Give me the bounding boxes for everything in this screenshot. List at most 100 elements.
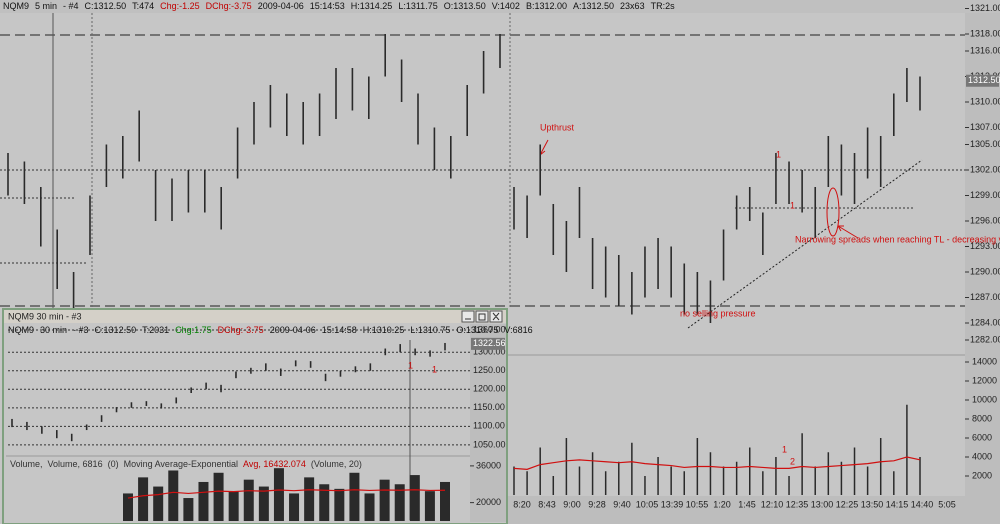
header-field: T:2031 (142, 325, 169, 335)
inner-axis-bg (470, 324, 506, 522)
y-tick-label: 1200.00 (473, 384, 506, 394)
header-field: TR:2s (651, 1, 676, 11)
header-field: T:474 (132, 1, 154, 11)
y-tick-label: 1296.00 (970, 215, 1000, 225)
inner-chart: NQM9 30 min - #3 C:1312.50 T:2031 Chg:1.75 DCh… (8, 324, 533, 521)
time-axis-bg (508, 496, 965, 524)
x-tick-label: 13:39 (661, 499, 684, 509)
header-field: A:1312.50 (573, 1, 614, 11)
y-tick-label: 1318.00 (970, 28, 1000, 38)
window-icons (465, 312, 500, 321)
header-field: O:1313.50 (444, 1, 486, 11)
header-field: V:1402 (492, 1, 520, 11)
y-tick-label: 1307.00 (970, 122, 1000, 132)
y-tick-label: 2000 (972, 470, 992, 480)
volume-caption: Volume, Volume, 6816 (0) Moving Average-Exp… (10, 459, 362, 469)
x-tick-label: 13:00 (811, 499, 834, 509)
y-tick-label: 1293.00 (970, 241, 1000, 251)
title-bar (4, 310, 506, 323)
header-field: O:1310.75 (456, 325, 498, 335)
price-axis-bg (965, 0, 1000, 524)
x-tick-label: 8:43 (538, 499, 556, 509)
y-tick-label: 36000 (476, 460, 501, 470)
annotation: 1 (782, 444, 787, 454)
caption-part: (0) (108, 459, 119, 469)
annotation: 2 (790, 456, 795, 466)
y-tick-label: 14000 (972, 356, 997, 366)
header-field: L:1310.75 (410, 325, 450, 335)
annotation: 1 (776, 149, 781, 159)
y-tick-label: 1287.00 (970, 292, 1000, 302)
header-field: V:6816 (504, 325, 532, 335)
x-tick-label: 8:20 (513, 499, 531, 509)
annotation: 1 (432, 364, 437, 374)
header-line: NQM9 5 min - #4 C:1312.50 T:474 Chg:-1.25 DChg… (3, 1, 675, 11)
header-field: H:1314.25 (351, 1, 393, 11)
volume-bar (349, 472, 360, 521)
last-price-box (966, 74, 999, 87)
last-price-label: 1312.50 (968, 75, 1000, 85)
y-tick-label: 4000 (972, 451, 992, 461)
volume-bar (153, 486, 164, 521)
volume-bar (319, 484, 330, 521)
volume-bar (213, 472, 224, 521)
x-tick-label: 10:05 (636, 499, 659, 509)
volume-bar (289, 493, 300, 521)
header-field: H:1310.25 (363, 325, 405, 335)
volume-bar (424, 491, 435, 521)
last-price-label: 1322.56 (473, 338, 506, 348)
x-tick-label: 1:45 (738, 499, 756, 509)
volume-bar (379, 479, 390, 521)
volume-bar (168, 470, 179, 521)
volume-bar (198, 481, 209, 521)
annotation: Upthrust (540, 122, 575, 132)
header-field: L:1311.75 (398, 1, 437, 11)
last-price-box (471, 337, 505, 350)
caption-part: Volume, 6816 (48, 459, 103, 469)
volume-bar (228, 491, 239, 521)
header-bar (0, 0, 1000, 13)
x-tick-label: 14:40 (911, 499, 934, 509)
y-tick-label: 1302.00 (970, 164, 1000, 174)
arrow (837, 225, 859, 239)
x-tick-label: 5:05 (938, 499, 956, 509)
volume-bar (123, 493, 133, 521)
header-field: C:1312.50 (95, 325, 137, 335)
y-tick-label: 1100.00 (473, 421, 505, 431)
volume-bar (273, 468, 284, 521)
caption-part: Volume, (10, 459, 43, 469)
maximize-button[interactable] (475, 310, 489, 323)
x-tick-label: 9:00 (563, 499, 581, 509)
y-tick-label: 1299.00 (970, 190, 1000, 200)
annotation: Narrowing spreads when reaching TL - dec… (795, 234, 1000, 244)
y-tick-label: 1050.00 (473, 439, 506, 449)
x-tick-label: 1:20 (713, 499, 731, 509)
header-field: 15:14:53 (310, 1, 345, 11)
annotation: 1 (408, 360, 413, 370)
y-tick-label: 6000 (972, 432, 992, 442)
caption-part: Avg, 16432.074 (243, 459, 306, 469)
header-field: 15:14:58 (322, 325, 357, 335)
volume-bar (394, 484, 405, 521)
x-tick-label: 13:50 (861, 499, 884, 509)
caption-part: (Volume, 20) (311, 459, 362, 469)
y-tick-label: 20000 (476, 497, 501, 507)
window-title: NQM9 30 min - #3 (8, 311, 82, 321)
volume-bar (258, 486, 269, 521)
volume-bar (304, 477, 315, 521)
minimize-button[interactable] (461, 310, 475, 323)
y-tick-label: 1150.00 (473, 402, 505, 412)
volume-bar (364, 493, 375, 521)
header-field: NQM9 (3, 1, 29, 11)
y-tick-label: 1282.00 (970, 334, 1000, 344)
header-field: 2009-04-06 (258, 1, 304, 11)
window-frame (2, 308, 508, 524)
y-tick-label: 12000 (972, 375, 997, 385)
y-tick-label: 1290.00 (970, 266, 1000, 276)
y-tick-label: 8000 (972, 413, 992, 423)
caption-part: Moving Average-Exponential (124, 459, 238, 469)
x-tick-label: 12:25 (836, 499, 859, 509)
header-field: DChg:-3.75 (206, 1, 252, 11)
header-field: 5 min (35, 1, 57, 11)
